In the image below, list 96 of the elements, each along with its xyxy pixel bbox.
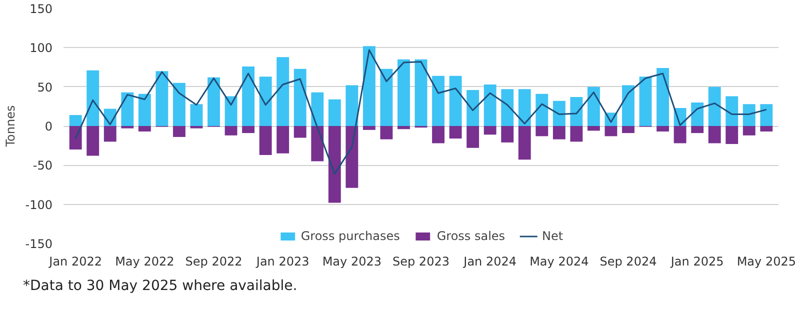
bar <box>501 126 514 142</box>
bar <box>311 126 324 162</box>
bar <box>121 92 134 126</box>
bar <box>742 126 756 136</box>
bar <box>208 77 220 126</box>
bar <box>518 126 531 160</box>
y-tick-label: -50 <box>32 158 53 173</box>
bar <box>190 104 203 126</box>
bar <box>484 84 496 126</box>
bar <box>536 94 548 126</box>
bar <box>104 126 116 142</box>
bar <box>691 102 704 126</box>
bar <box>224 126 238 136</box>
x-tick-label: May 2024 <box>530 254 589 268</box>
bar <box>172 126 186 137</box>
bar <box>501 89 514 126</box>
bar <box>726 126 738 144</box>
y-tick-label: 150 <box>30 2 52 16</box>
line-series <box>74 49 768 175</box>
bar <box>639 76 652 126</box>
bar <box>328 99 341 126</box>
legend-label: Gross purchases <box>300 229 400 243</box>
bar <box>656 126 670 132</box>
bar <box>398 126 410 130</box>
bar <box>552 126 566 140</box>
bar <box>552 100 566 126</box>
bar <box>518 89 531 126</box>
bar <box>604 126 618 136</box>
x-tick-label: Sep 2024 <box>600 254 657 268</box>
bar <box>674 126 686 144</box>
bar <box>346 126 358 188</box>
bar <box>587 86 600 126</box>
bar <box>172 82 186 126</box>
bar <box>536 126 548 136</box>
x-tick-label: Jan 2023 <box>255 254 310 268</box>
y-tick-label: 0 <box>44 120 53 134</box>
bar <box>449 126 462 139</box>
bar <box>259 76 272 126</box>
bar <box>398 59 410 126</box>
y-tick-label: -100 <box>25 198 52 212</box>
bar <box>484 126 496 135</box>
bar <box>276 57 290 126</box>
bar <box>708 86 721 126</box>
x-tick-label: Jan 2024 <box>462 254 517 268</box>
bar <box>691 126 704 134</box>
bar <box>432 126 444 144</box>
x-tick-label: Sep 2022 <box>185 254 242 268</box>
bar <box>449 76 462 126</box>
bar <box>570 97 583 126</box>
y-tick-label: 50 <box>37 80 53 94</box>
bar <box>86 70 100 126</box>
x-tick-label: May 2022 <box>115 254 174 268</box>
y-tick-label: 100 <box>30 41 52 56</box>
bar <box>242 66 255 126</box>
bar <box>380 126 393 140</box>
bar <box>259 126 272 155</box>
bar <box>276 126 290 154</box>
bar <box>760 126 773 132</box>
bar <box>742 104 756 126</box>
bar <box>86 126 100 156</box>
bar <box>138 94 151 126</box>
bar <box>656 68 670 126</box>
bar <box>760 104 773 126</box>
bar <box>622 85 634 126</box>
legend-label: Net <box>542 229 564 243</box>
bar <box>346 85 358 126</box>
bar <box>362 126 376 130</box>
bar <box>156 71 168 126</box>
bar <box>466 90 480 126</box>
y-axis-title: Tonnes <box>3 105 18 148</box>
bar <box>328 126 341 203</box>
text: *Data to 30 May 2025 where available. <box>23 277 298 296</box>
bar <box>726 96 738 126</box>
bar <box>587 126 600 131</box>
y-tick-label: -150 <box>25 237 52 251</box>
bar <box>466 126 480 148</box>
legend-label: Gross sales <box>436 229 506 243</box>
bar <box>414 59 428 126</box>
bar <box>69 126 82 150</box>
bar <box>708 126 721 144</box>
x-tick-label: Jan 2022 <box>48 254 102 268</box>
bar <box>294 126 306 138</box>
x-tick-label: Sep 2023 <box>392 254 450 268</box>
bar <box>362 46 376 126</box>
bar <box>242 126 255 134</box>
bar <box>138 126 151 132</box>
bar <box>380 68 393 126</box>
bar <box>69 115 82 126</box>
bar <box>294 68 306 126</box>
bar <box>311 92 324 126</box>
bar <box>622 126 634 134</box>
bar <box>570 126 583 142</box>
bar <box>432 76 444 126</box>
x-tick-label: Jan 2025 <box>670 254 724 268</box>
x-tick-label: May 2023 <box>322 254 382 268</box>
x-tick-label: May 2025 <box>736 254 796 268</box>
